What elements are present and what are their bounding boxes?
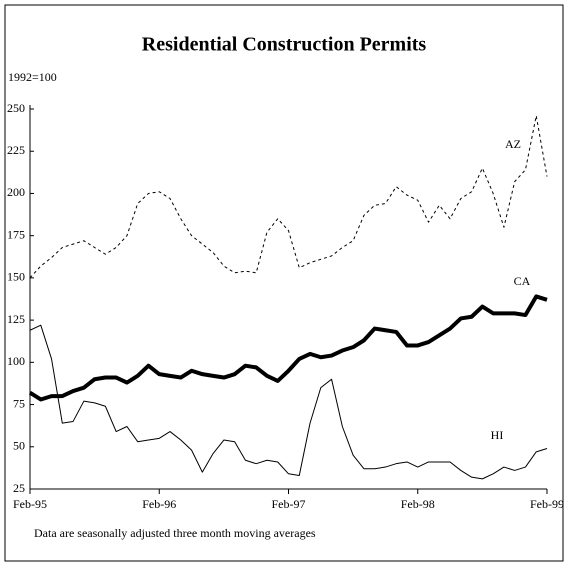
x-tick-label: Feb-97 — [272, 497, 306, 511]
y-tick-label: 225 — [7, 143, 25, 157]
y-tick-label: 25 — [13, 481, 25, 495]
x-tick-label: Feb-99 — [530, 497, 564, 511]
y-tick-label: 100 — [7, 354, 25, 368]
chart-title: Residential Construction Permits — [142, 34, 427, 56]
note: Data are seasonally adjusted three month… — [34, 526, 316, 540]
y-tick-label: 200 — [7, 185, 25, 199]
series-line — [29, 115, 548, 279]
series-label: AZ — [505, 137, 521, 151]
y-tick-label: 250 — [7, 101, 25, 115]
y-tick-label: 75 — [13, 396, 25, 410]
y-tick-label: 150 — [7, 270, 25, 284]
series-line — [28, 294, 548, 402]
y-axis-label: 1992=100 — [8, 70, 57, 84]
y-tick-label: 50 — [13, 439, 25, 453]
x-tick-label: Feb-95 — [13, 497, 47, 511]
y-tick-label: 125 — [7, 312, 25, 326]
series-label: HI — [491, 428, 504, 442]
series-label: CA — [514, 274, 531, 288]
x-tick-label: Feb-98 — [401, 497, 435, 511]
series-line — [29, 324, 548, 480]
y-tick-label: 175 — [7, 227, 25, 241]
x-tick-label: Feb-96 — [142, 497, 176, 511]
frame — [4, 4, 564, 562]
